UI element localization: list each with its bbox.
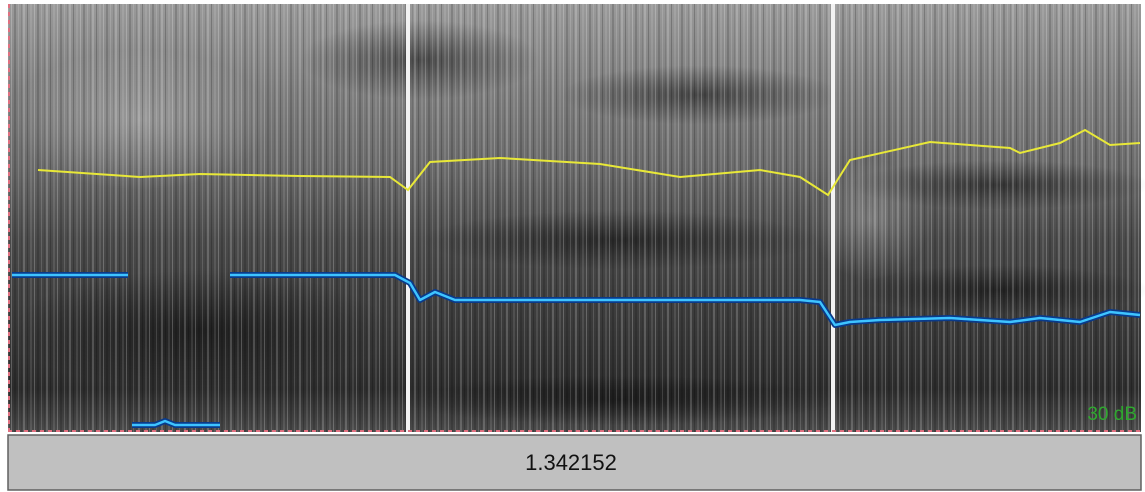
cursor-line: [406, 4, 410, 432]
scale-label: 30 dB: [1087, 404, 1137, 425]
status-bar[interactable]: 1.342152: [8, 435, 1141, 490]
spectrogram: [8, 4, 1145, 432]
spectrogram-texture: [8, 4, 1141, 432]
cursor-line: [831, 4, 835, 432]
praat-window: 30 dB 1.342152: [0, 0, 1145, 492]
time-label: 1.342152: [525, 450, 617, 475]
